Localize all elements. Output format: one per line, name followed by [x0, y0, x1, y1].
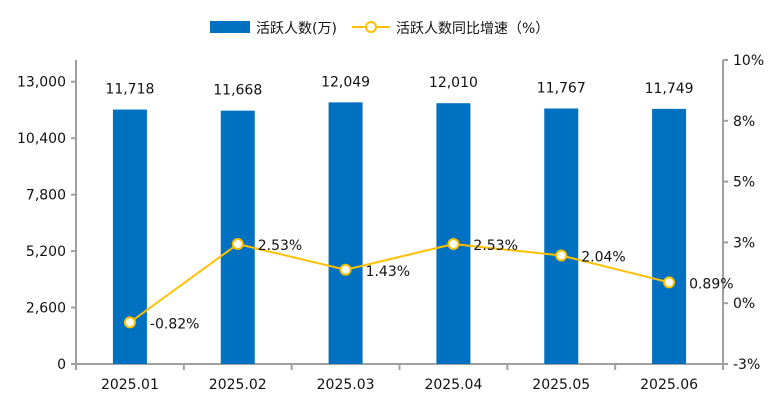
bar	[652, 108, 687, 364]
legend-line-marker	[365, 21, 377, 33]
bar-data-label: 11,718	[105, 82, 154, 98]
line-data-label: 2.53%	[258, 238, 302, 254]
line-point	[663, 276, 676, 289]
left-tick-label: 0	[57, 357, 66, 373]
bar	[220, 110, 255, 364]
line-data-label: -0.82%	[150, 316, 200, 332]
line-data-label: 2.53%	[473, 238, 517, 254]
line-point	[339, 263, 352, 276]
right-tick-label: 10%	[733, 53, 764, 69]
legend-line-label: 活跃人数同比增速（%）	[396, 21, 549, 37]
line-point	[123, 316, 136, 329]
bar-data-label: 11,767	[537, 80, 586, 96]
line-point	[231, 238, 244, 251]
right-tick-label: 5%	[733, 175, 755, 191]
right-tick-label: 3%	[733, 235, 755, 251]
left-tick-label: 10,400	[17, 131, 66, 147]
left-tick-label: 13,000	[17, 75, 66, 91]
left-tick-label: 2,600	[26, 301, 66, 317]
x-tick-label: 2025.04	[424, 377, 482, 393]
legend-bar-swatch	[210, 21, 250, 33]
line-data-label: 0.89%	[689, 276, 733, 292]
x-tick-label: 2025.02	[209, 377, 267, 393]
bar	[328, 102, 363, 365]
bar	[544, 108, 579, 364]
line-point	[555, 249, 568, 262]
bar	[436, 103, 471, 364]
right-tick-label: 8%	[733, 114, 755, 130]
x-tick-label: 2025.01	[101, 377, 159, 393]
x-tick-label: 2025.05	[532, 377, 590, 393]
right-tick-label: 0%	[733, 296, 755, 312]
right-tick-label: -3%	[733, 357, 760, 373]
axes: 0 2,600 5,200 7,800 10,400 13,000 -3% 0% 3% 5% 8% 1…	[17, 53, 764, 393]
line-series: -0.82% 2.53% 1.43% 2.53% 2.04% 0.89%	[123, 238, 734, 332]
x-tick-label: 2025.06	[640, 377, 698, 393]
bar-data-label: 12,010	[429, 75, 478, 91]
x-tick-label: 2025.03	[317, 377, 375, 393]
line-path	[129, 242, 670, 324]
bar-data-label: 11,668	[213, 83, 262, 99]
line-data-label: 2.04%	[581, 249, 625, 265]
legend-bar-label: 活跃人数(万)	[256, 21, 337, 37]
line-data-label: 1.43%	[366, 264, 410, 280]
bar-data-label: 11,749	[645, 81, 694, 97]
bars: 11,718 11,668 12,049 12,010 11,767 11,749	[105, 74, 694, 365]
bar-data-label: 12,049	[321, 74, 370, 90]
line-point	[447, 238, 460, 251]
legend: 活跃人数(万) 活跃人数同比增速（%）	[210, 21, 549, 37]
left-tick-label: 7,800	[26, 188, 66, 204]
left-tick-label: 5,200	[26, 244, 66, 260]
